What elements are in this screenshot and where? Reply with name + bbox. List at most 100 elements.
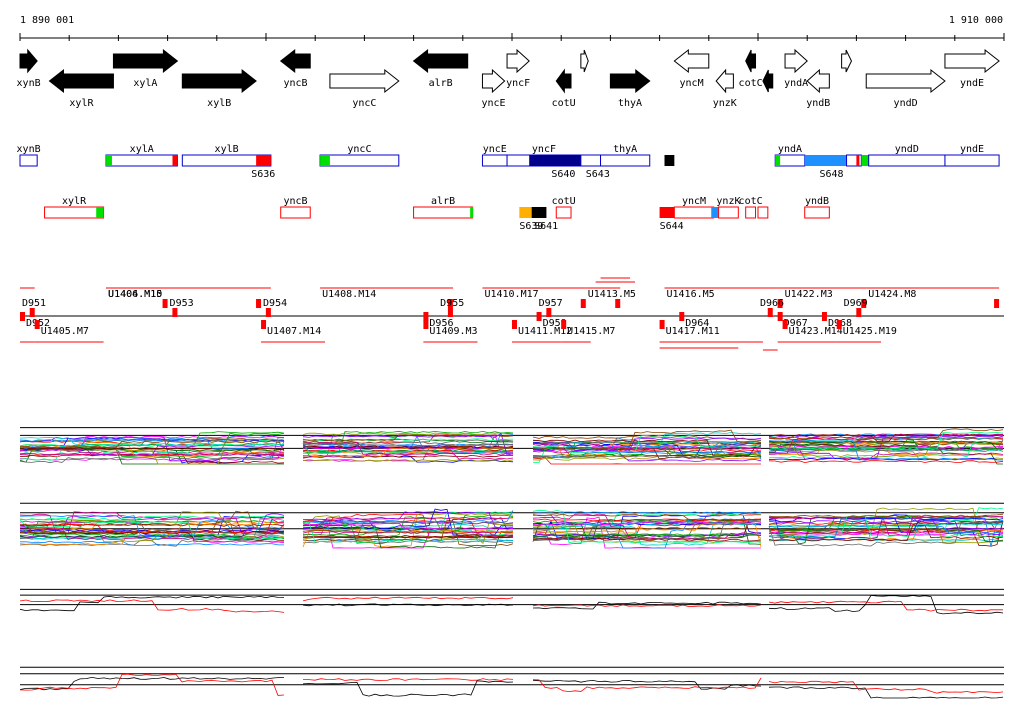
feature-label: xynB: [17, 144, 41, 155]
feature-label: cotC: [739, 196, 763, 207]
segment-marker: [777, 299, 783, 308]
gene-arrow: [715, 68, 734, 94]
gene-arrow: [555, 68, 572, 94]
expression-trace: [302, 521, 514, 543]
expression-trace: [532, 443, 761, 450]
feature-label: yncE: [483, 144, 507, 155]
gene-label: xylB: [207, 98, 231, 109]
feature-tag: [861, 155, 869, 166]
gene-label: xylA: [133, 78, 157, 89]
expression-trace: [768, 439, 1004, 452]
segment-marker: [679, 312, 685, 321]
feature-box: [555, 206, 572, 219]
feature-label: yndE: [960, 144, 984, 155]
expression-trace: [302, 443, 514, 447]
expression-trace: [532, 513, 762, 540]
gene-label: yncM: [680, 78, 704, 89]
gene-label: yncB: [283, 78, 307, 89]
expression-trace: [768, 442, 1003, 447]
segment-marker: [423, 312, 429, 321]
gene-arrow: [745, 49, 757, 73]
expression-trace: [532, 677, 762, 693]
expression-trace: [302, 445, 514, 449]
expression-trace: [532, 441, 762, 445]
gene-label: ynzK: [713, 98, 737, 109]
gene-arrow: [865, 68, 946, 94]
expression-trace: [302, 441, 514, 454]
expression-trace: [768, 680, 1004, 694]
feature-sub-label: S639: [519, 221, 543, 232]
expression-trace: [302, 596, 514, 602]
expression-trace: [768, 440, 1004, 461]
expression-trace: [302, 680, 514, 697]
segment-label: U1422.M3: [785, 289, 833, 300]
expression-panels: [19, 427, 1004, 699]
segment-marker: [561, 320, 567, 329]
feature-label: yndD: [895, 144, 919, 155]
expression-trace: [302, 458, 514, 462]
segment-label: U1424.M8: [868, 289, 916, 300]
expression-trace: [768, 442, 1004, 458]
segment-label: D964: [685, 318, 709, 329]
feature-label: yncC: [347, 144, 371, 155]
feature-box: [19, 154, 38, 167]
gene-arrow: [806, 68, 830, 94]
expression-trace: [532, 527, 762, 531]
feature-label: yncB: [283, 196, 307, 207]
expression-trace: [20, 540, 284, 546]
expression-trace: [532, 679, 762, 690]
feature-label: yndA: [778, 144, 802, 155]
expression-trace: [532, 447, 762, 463]
segment-label: D969: [844, 298, 868, 309]
expression-trace: [19, 514, 285, 537]
expression-trace: [768, 524, 1004, 544]
expression-trace: [532, 601, 762, 610]
gene-label: yncF: [506, 78, 530, 89]
expression-trace: [302, 529, 514, 537]
feature-tag: [256, 155, 271, 166]
feature-box: [580, 154, 602, 167]
expression-trace: [768, 435, 1004, 439]
segment-marker: [994, 299, 1000, 308]
expression-trace: [532, 513, 762, 521]
expression-trace: [768, 515, 1003, 537]
segment-label: D959: [543, 318, 567, 329]
gene-arrow: [506, 48, 530, 74]
feature-box: [673, 206, 715, 219]
expression-trace: [532, 513, 761, 527]
segment-label: D957: [539, 298, 563, 309]
expression-trace: [532, 522, 762, 547]
gene-label: xynB: [17, 78, 41, 89]
feature-sub-label: S643: [586, 169, 610, 180]
feature-label: thyA: [613, 144, 637, 155]
feature-tag: [106, 155, 112, 166]
expression-trace: [302, 603, 514, 607]
feature-box: [868, 154, 946, 167]
feature-box: [718, 206, 739, 219]
expression-trace: [19, 453, 285, 457]
segment-label: U1410.M17: [484, 289, 538, 300]
feature-label: yncM: [682, 196, 706, 207]
expression-trace: [532, 439, 762, 457]
segment-marker: [767, 308, 773, 317]
segment-marker: [861, 299, 867, 308]
gene-arrow: [48, 68, 114, 94]
feature-label: yndB: [805, 196, 829, 207]
segment-marker: [782, 320, 788, 329]
gene-arrow: [762, 69, 774, 93]
expression-trace: [302, 521, 513, 549]
expression-trace: [302, 516, 514, 526]
feature-track-plus: xynB xylA xylB S636 yncC yncE yncF S640 S643 thyA…: [17, 144, 1000, 180]
expression-trace: [768, 528, 1003, 541]
expression-trace: [19, 519, 285, 541]
gene-arrow: [944, 48, 1000, 74]
gene-label: alrB: [429, 78, 453, 89]
expression-trace: [768, 686, 1004, 699]
segment-marker: [29, 308, 35, 317]
expression-trace: [532, 434, 762, 454]
segment-label: U1425.M19: [843, 326, 897, 337]
gene-arrow: [481, 68, 506, 94]
segment-marker: [659, 320, 665, 329]
